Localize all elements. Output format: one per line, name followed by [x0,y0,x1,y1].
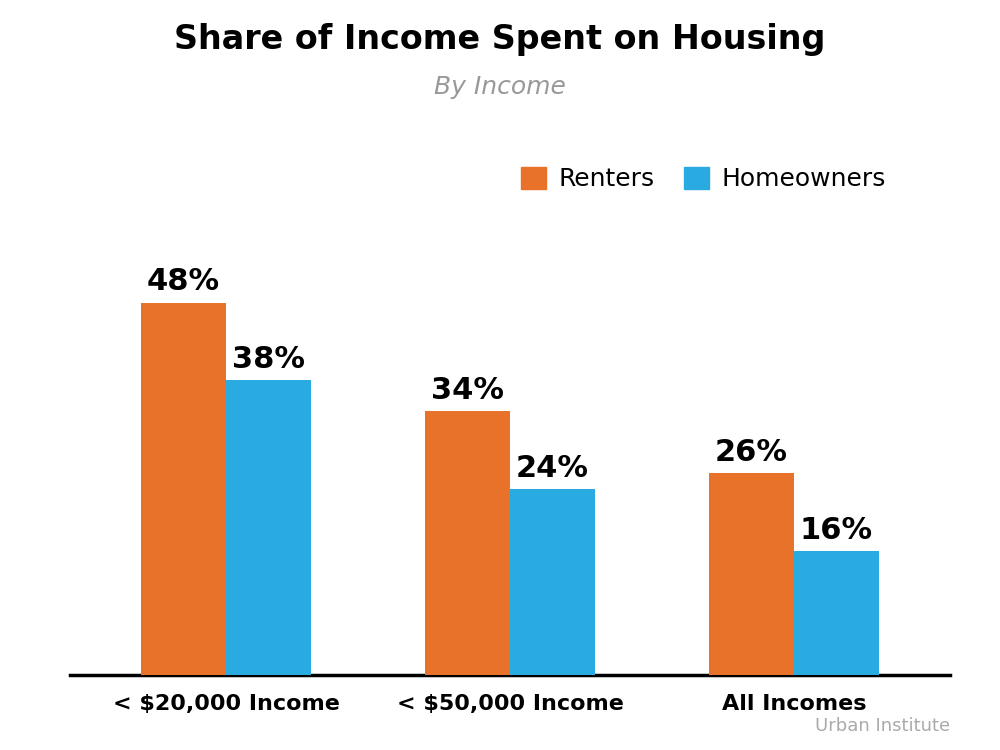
Text: By Income: By Income [434,75,566,99]
Text: 26%: 26% [715,438,788,467]
Text: 16%: 16% [800,516,873,544]
Text: 24%: 24% [516,454,589,482]
Bar [794,550,879,675]
Bar [141,302,226,675]
Text: 48%: 48% [147,268,220,296]
Text: 34%: 34% [431,376,504,405]
Text: Urban Institute: Urban Institute [815,717,950,735]
Bar [709,473,794,675]
Bar [226,380,311,675]
Bar [425,411,510,675]
Legend: Renters, Homeowners: Renters, Homeowners [511,157,896,201]
Bar [510,489,595,675]
Text: 38%: 38% [232,345,305,374]
Text: Share of Income Spent on Housing: Share of Income Spent on Housing [174,22,826,56]
